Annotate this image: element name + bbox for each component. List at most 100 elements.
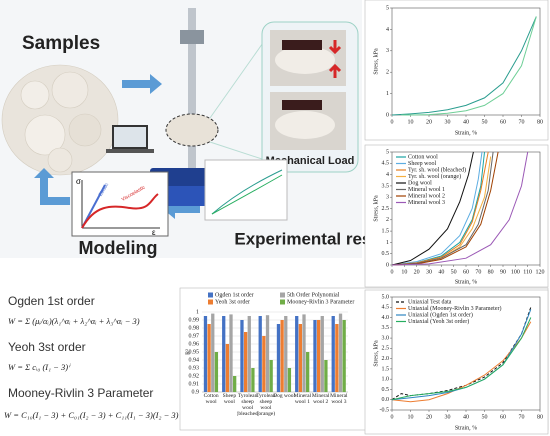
bar: [295, 316, 299, 392]
series-line: [391, 307, 532, 401]
series-line: [391, 151, 529, 266]
y-tick-label: 2.0: [382, 356, 390, 362]
legend-label: Dog wool: [408, 180, 432, 186]
x-tick-label: 0: [391, 119, 394, 125]
y-tick-label: 0.98: [189, 325, 200, 331]
arrow: [122, 74, 162, 94]
x-tick-label: 10: [408, 119, 414, 125]
y-tick-label: 1.0: [382, 377, 390, 383]
series-line: [391, 151, 483, 266]
y-tick-label: 1: [386, 240, 389, 246]
equation-name: Yeoh 3st order: [8, 340, 86, 354]
zoom-line: [209, 39, 266, 161]
bar: [280, 320, 284, 392]
bar: [287, 368, 292, 392]
bar: [335, 324, 339, 392]
x-tick-label: 70: [519, 414, 525, 420]
y-tick-label: 0.96: [189, 341, 200, 347]
x-tick-label: Dog wool: [273, 393, 295, 399]
legend-label: Mineral wool 3: [408, 200, 445, 206]
legend-label: Tyr. sh. wool (orange): [408, 173, 461, 180]
y-tick-label: 5: [386, 149, 389, 155]
y-tick-label: 4.5: [382, 305, 390, 311]
y-tick-label: 0: [386, 112, 389, 118]
y-tick-label: 3.0: [382, 335, 390, 341]
experimental-label: Experimental results: [234, 229, 401, 248]
category: Mineral wool 1: [293, 393, 312, 405]
y-tick-label: 4: [386, 172, 389, 178]
equation-name: Ogden 1st order: [8, 294, 95, 308]
bar: [258, 316, 262, 392]
legend-swatch: [208, 299, 213, 305]
category: Mineral wool 3: [330, 393, 348, 405]
legend-swatch: [280, 292, 285, 298]
chart-frame: [364, 144, 549, 288]
bar: [284, 316, 288, 392]
bar: [207, 324, 211, 392]
arrow: [34, 168, 70, 205]
chart-frame: [364, 0, 549, 141]
bar: [342, 320, 346, 392]
legend-label: Sheep wool: [408, 161, 436, 167]
y-tick-label: 0.0: [382, 397, 390, 403]
y-tick-label: 0.9: [192, 389, 200, 395]
series-line: [391, 151, 494, 266]
x-tick-label: 30: [426, 269, 432, 275]
bar: [229, 314, 233, 392]
x-tick-label: 50: [451, 269, 457, 275]
mini-chart: [204, 159, 288, 221]
x-tick-label: 0: [391, 269, 394, 275]
x-tick-label: 10: [401, 269, 407, 275]
equation-name: Mooney-Rivlin 3 Parameter: [8, 386, 153, 400]
y-tick-label: 2: [386, 217, 389, 223]
legend-label: Yeoh 3st order: [215, 299, 250, 305]
y-tick-label: 2: [386, 70, 389, 76]
test-machine: [106, 8, 240, 206]
y-tick-label: 3: [386, 48, 389, 54]
x-tick-label: 70: [519, 119, 525, 125]
bar: [320, 316, 324, 392]
legend-label: Uniaxial Test data: [408, 299, 452, 305]
samples-label: Samples: [22, 33, 100, 54]
equation: W = Σ (μᵢ/αᵢ)(λ₁^αᵢ + λ₂^αᵢ + λ₃^αᵢ − 3): [8, 316, 140, 326]
x-tick-label: Sheep wool: [223, 393, 236, 405]
x-tick-label: 20: [426, 119, 432, 125]
equation: W = C₁₀(I₁ − 3) + C₀₁(I₂ − 3) + C₁₁(I₁ −…: [4, 410, 179, 420]
bar: [214, 352, 219, 392]
bar: [211, 313, 215, 392]
x-tick-label: Cotton wool: [204, 393, 219, 405]
bar: [240, 320, 244, 392]
model-curve: [81, 193, 159, 229]
x-tick-label: 30: [445, 414, 451, 420]
x-tick-label: 60: [463, 269, 469, 275]
bar: [316, 320, 321, 392]
x-tick-label: 80: [537, 119, 543, 125]
y-axis-label: Stress, kPa: [373, 340, 379, 367]
bar: [276, 324, 281, 392]
y-tick-label: 0.99: [189, 317, 200, 323]
x-tick-label: 60: [500, 414, 506, 420]
bar: [222, 316, 226, 392]
bar: [331, 316, 335, 392]
series-line: [391, 151, 474, 266]
legend-label: Uniaxial (Mooney-Rivlin 3 Parameter): [408, 305, 501, 312]
bar: [313, 320, 317, 392]
legend-swatch: [280, 299, 285, 305]
x-tick-label: 40: [463, 119, 469, 125]
y-tick-label: 3.5: [382, 325, 390, 331]
y-axis-label: R²: [185, 349, 191, 355]
y-tick-label: 0.5: [382, 251, 390, 257]
bar: [298, 324, 303, 392]
load-photos: [270, 30, 346, 150]
x-tick-label: 20: [414, 269, 420, 275]
legend-label: Uniaxial (Ogden 1st order): [408, 311, 473, 318]
category: Tyrolean sheep wool (orange): [256, 393, 276, 417]
y-tick-label: 0.97: [189, 333, 200, 339]
x-tick-label: 80: [537, 414, 543, 420]
y-tick-label: 0: [386, 262, 389, 268]
x-tick-label: 0: [391, 414, 394, 420]
y-axis-label: Stress, kPa: [373, 195, 379, 222]
y-tick-label: 0.94: [189, 357, 200, 363]
